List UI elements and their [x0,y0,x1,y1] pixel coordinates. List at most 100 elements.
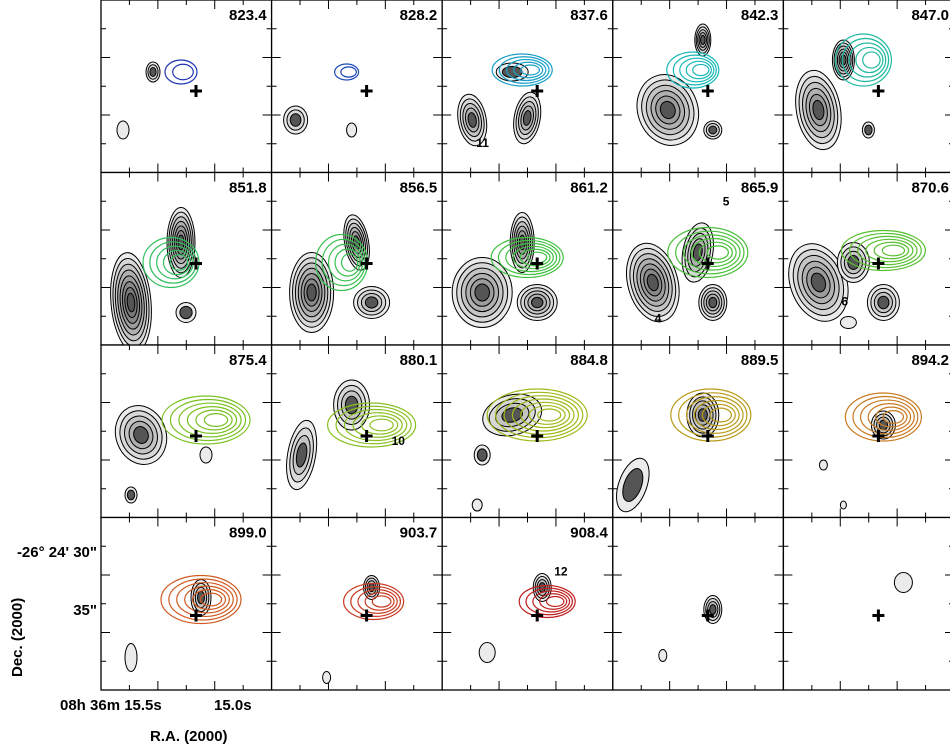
coloured-contour [841,37,890,83]
coloured-contour [490,236,564,279]
panel-frame [270,0,443,174]
peak-label: 12 [554,565,568,579]
reference-cross [360,257,373,270]
reference-cross [190,430,202,442]
reference-cross [701,430,714,442]
coloured-contour [371,595,392,608]
coloured-contour [520,64,541,76]
grey-contour [471,498,483,512]
coloured-contour [679,57,715,83]
coloured-contour [834,33,893,87]
reference-cross [701,85,714,97]
coloured-contour [693,399,740,431]
channel-panel [782,516,950,691]
coloured-contour [343,582,405,621]
channel-panel: 828.2 [270,0,443,174]
coloured-contour [511,398,575,432]
channel-panel: 865.9 5 4 [612,171,785,346]
coloured-contour [519,248,551,267]
velocity-label: 837.6 [570,7,608,24]
reference-cross [360,85,373,97]
coloured-contour [327,402,417,448]
grey-contour [700,34,706,46]
channel-panel: 861.2 [441,171,614,346]
coloured-contour [672,54,717,86]
velocity-label: 908.4 [570,525,608,542]
velocity-label: 889.5 [741,352,779,369]
coloured-contour [340,253,359,272]
coloured-contour [164,59,198,85]
velocity-label: 823.4 [229,7,267,24]
velocity-label: 884.8 [570,352,608,369]
grey-contour [658,649,668,662]
coloured-contour [852,395,919,439]
coloured-contour [343,408,408,442]
coloured-contour [532,590,571,613]
reference-cross [531,609,544,622]
peak-label: 4 [655,312,662,326]
grey-contour [126,489,136,501]
grey-contour [116,120,130,140]
coloured-contour [357,589,398,614]
coloured-contour [498,56,550,84]
coloured-contour [360,415,399,435]
coloured-contour [503,395,579,435]
y-axis-label: Dec. (2000) [9,598,26,677]
y-tick-label-1: 35" [73,602,97,619]
coloured-contour [862,51,881,69]
coloured-contour [191,589,227,610]
reference-cross [872,257,885,270]
peak-label: 11 [476,136,489,150]
channel-panel: 889.5 [612,344,785,519]
grey-contour [518,234,526,251]
y-tick-label-0: -26° 24' 30" [17,544,97,561]
velocity-label: 861.2 [570,180,608,197]
grey-contour [530,296,544,309]
velocity-label: 880.1 [400,352,438,369]
coloured-contour [160,574,242,625]
coloured-contour [666,51,720,89]
grey-contour [708,125,718,135]
peak-label: 6 [841,295,848,309]
coloured-contour [873,241,910,260]
velocity-label: 856.5 [400,180,438,197]
velocity-label: 903.7 [400,525,438,542]
coloured-contour [195,409,233,431]
coloured-contour [364,592,395,611]
coloured-contour [340,66,357,78]
coloured-contour [667,226,749,279]
coloured-contour [528,405,566,425]
grey-contour [659,100,676,120]
grey-contour [864,124,873,136]
velocity-label: 865.9 [741,180,779,197]
coloured-contour [706,245,729,260]
grey-contour [818,459,828,471]
coloured-contour [178,402,242,438]
reference-cross [190,85,202,97]
coloured-contour [875,406,908,428]
coloured-contour [539,593,568,610]
coloured-contour [184,585,230,614]
grey-contour [839,500,847,510]
coloured-contour [857,235,918,266]
coloured-contour [865,238,914,263]
panel-frame [270,516,443,691]
grey-contour [840,54,847,66]
grey-contour [126,292,136,313]
channel-panel: 870.66 [782,171,950,346]
panel-frame [441,344,614,519]
grey-contour [149,67,157,77]
velocity-label: 899.0 [229,525,267,542]
coloured-contour [505,58,547,82]
channel-panel: 875.4 [100,344,273,519]
grey-contour [839,316,857,329]
coloured-contour [859,399,915,435]
coloured-contour [690,237,737,268]
coloured-contour [203,413,229,427]
channel-panel: 842.3 [612,0,785,174]
coloured-contour [709,407,732,423]
reference-cross [872,609,885,622]
coloured-contour [161,395,251,445]
coloured-contour [505,242,558,273]
coloured-contour [682,234,741,271]
